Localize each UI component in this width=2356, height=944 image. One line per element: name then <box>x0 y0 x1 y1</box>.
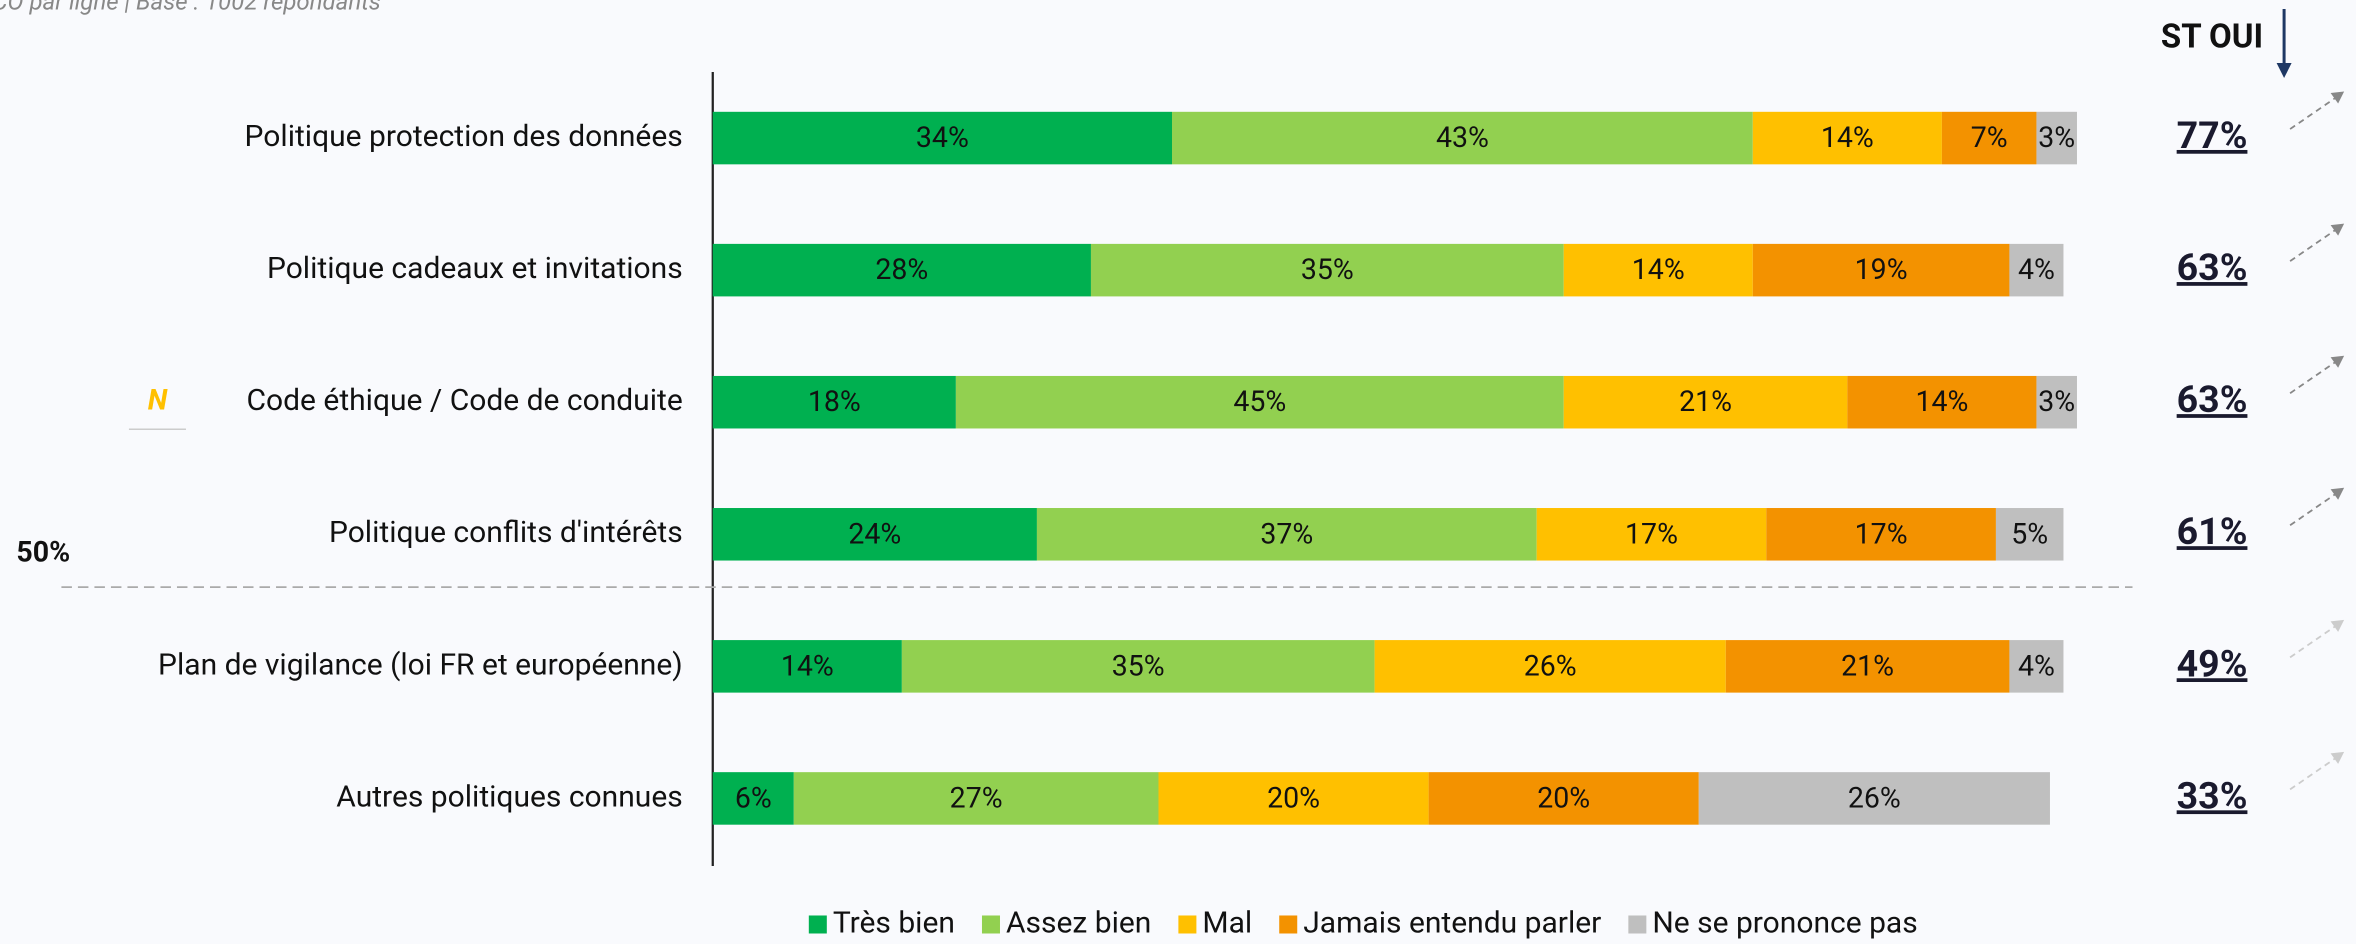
bar-segment <box>1725 640 2010 693</box>
bar-segment <box>1766 508 1996 561</box>
bar-segment <box>712 111 1172 165</box>
bar-segment <box>2036 111 2077 165</box>
data-label: 7% <box>1971 121 2008 154</box>
legend-label: Mal <box>1202 905 1252 940</box>
threshold-label: 50% <box>16 536 70 569</box>
data-label: 37% <box>1260 517 1313 550</box>
st-oui-title: ST OUI <box>2161 18 2263 57</box>
bar-segment <box>1563 243 1753 297</box>
bar-segment <box>712 640 902 693</box>
bar-segment <box>1090 243 1564 297</box>
bar-segment <box>901 640 1375 693</box>
trend-arrow-head <box>2330 223 2345 236</box>
data-label: 43% <box>1436 121 1489 154</box>
data-label: 3% <box>2038 385 2075 418</box>
data-label: 18% <box>808 385 861 418</box>
bar-segment <box>2009 243 2064 297</box>
bar-segment <box>793 772 1159 825</box>
bar-segment <box>712 772 794 825</box>
legend-swatch <box>1628 915 1647 934</box>
bar-segment <box>1698 772 2050 825</box>
arrow-head <box>2276 63 2292 79</box>
bar-segment <box>1158 772 1429 825</box>
st-oui-value: 63% <box>2177 378 2248 422</box>
bar-segment <box>955 375 1564 429</box>
legend-label: Jamais entendu parler <box>1303 905 1601 940</box>
category-label: Plan de vigilance (loi FR et européenne) <box>158 647 683 682</box>
legend-swatch <box>808 915 827 934</box>
category-label: Code éthique / Code de conduite <box>247 383 683 418</box>
data-label: 14% <box>1915 385 1968 418</box>
bar-segment <box>712 508 1037 561</box>
bar-segment <box>1995 508 2064 561</box>
trend-arrow-head <box>2330 355 2345 368</box>
bar-segment <box>1374 640 1726 693</box>
st-oui-value: 61% <box>2177 510 2248 554</box>
data-label: 17% <box>1625 517 1678 550</box>
category-label: Politique protection des données <box>245 119 683 154</box>
bar-segment <box>1847 375 2037 429</box>
bar-segment <box>712 243 1091 297</box>
data-label: 35% <box>1301 253 1354 286</box>
data-label: 20% <box>1537 781 1590 814</box>
data-label: 4% <box>2018 253 2055 286</box>
data-label: 28% <box>875 253 928 286</box>
data-label: 34% <box>916 121 969 154</box>
category-label: Autres politiques connues <box>336 779 682 814</box>
new-marker: N <box>148 384 168 417</box>
bar-segment <box>1563 375 1848 429</box>
st-oui-value: 77% <box>2177 114 2248 158</box>
data-label: 19% <box>1855 253 1908 286</box>
bar-segment <box>1036 508 1537 561</box>
trend-arrow-head <box>2330 487 2345 500</box>
bar-segment <box>1752 243 2010 297</box>
legend-swatch <box>981 915 1000 934</box>
legend-label: Très bien <box>833 905 955 940</box>
legend-label: Ne se prononce pas <box>1652 905 1917 940</box>
legend-swatch <box>1178 915 1197 934</box>
trend-arrow-head <box>2330 751 2345 764</box>
data-label: 4% <box>2018 649 2055 682</box>
data-label: 26% <box>1524 649 1577 682</box>
bar-segment <box>1752 111 1942 165</box>
data-label: 21% <box>1841 649 1894 682</box>
data-label: 20% <box>1267 781 1320 814</box>
data-label: 35% <box>1112 649 1165 682</box>
data-label: 27% <box>950 781 1003 814</box>
bar-segment <box>2036 375 2077 429</box>
category-label: Politique cadeaux et invitations <box>267 251 683 286</box>
bar-segment <box>1941 111 2037 165</box>
bar-segment <box>712 375 956 429</box>
data-label: 14% <box>1821 121 1874 154</box>
data-label: 5% <box>2011 517 2048 550</box>
trend-arrow-head <box>2330 91 2345 104</box>
st-oui-value: 49% <box>2177 642 2248 686</box>
trend-arrow-head <box>2330 619 2345 632</box>
category-label: Politique conflits d'intérêts <box>329 515 683 550</box>
data-label: 21% <box>1679 385 1732 418</box>
legend-swatch <box>1279 915 1298 934</box>
legend-label: Assez bien <box>1006 905 1151 940</box>
bar-segment <box>2009 640 2064 693</box>
bar-segment <box>1428 772 1699 825</box>
data-label: 14% <box>781 649 834 682</box>
st-oui-value: 63% <box>2177 246 2248 290</box>
data-label: 17% <box>1855 517 1908 550</box>
data-label: 3% <box>2038 121 2075 154</box>
subtitle: CO par ligne | Base : 1002 répondants <box>0 0 381 15</box>
data-label: 14% <box>1632 253 1685 286</box>
bar-segment <box>1536 508 1767 561</box>
data-label: 26% <box>1848 781 1901 814</box>
st-oui-value: 33% <box>2177 774 2248 818</box>
data-label: 24% <box>848 517 901 550</box>
data-label: 45% <box>1233 385 1286 418</box>
bar-segment <box>1171 111 1753 165</box>
data-label: 6% <box>735 781 772 814</box>
